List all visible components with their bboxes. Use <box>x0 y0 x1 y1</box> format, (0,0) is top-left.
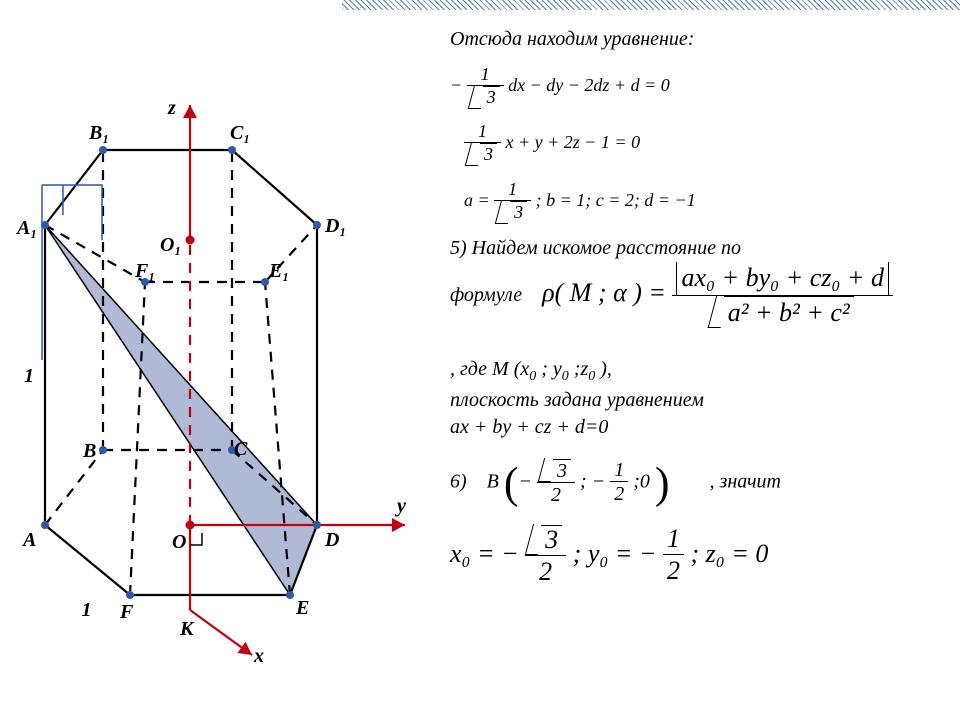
step6: 6) B (− 3 2 ; − 1 2 ;0 ) , значит <box>450 459 950 507</box>
label-К: К <box>180 618 194 641</box>
label-E: E <box>296 597 309 620</box>
frac-1-root3-b: 1 3 <box>464 122 501 165</box>
plane-given: плоскость задана уравнением <box>450 389 950 412</box>
rho-formula: ρ( M ; α ) = ax₀ + by₀ + cz₀ + d a² + b²… <box>542 278 893 307</box>
final-coords: x₀ = − 3 2 ; y₀ = − 1 2 ; z₀ = 0 <box>450 525 950 587</box>
label-D₁: D₁ <box>325 215 346 238</box>
label-1: 1 <box>82 599 92 622</box>
eq2: 1 3 x + y + 2z − 1 = 0 <box>464 122 950 165</box>
label-z: z <box>168 97 176 120</box>
den-root3: 3 <box>467 86 504 109</box>
heading-1: Отсюда находим уравнение: <box>450 28 950 51</box>
math-column: Отсюда находим уравнение: − 1 3 dx − dy … <box>450 28 950 601</box>
label-D: D <box>325 529 339 552</box>
step5-line2: формуле ρ( M ; α ) = ax₀ + by₀ + cz₀ + d… <box>450 262 950 328</box>
where-M: , где M (x0 ; y0 ;z0 ), <box>450 358 950 385</box>
label-y: y <box>397 495 406 518</box>
label-C: C <box>234 438 247 461</box>
label-B: B <box>83 440 96 463</box>
hex-prism-diagram <box>10 50 440 670</box>
frac-1-root3: 1 3 <box>467 65 504 108</box>
label-A₁: A₁ <box>17 217 37 240</box>
plane-eq: ax + by + cz + d=0 <box>450 416 950 439</box>
label-C₁: C₁ <box>230 122 250 145</box>
eq1-rest: dx − dy − 2dz + d = 0 <box>508 75 670 95</box>
label-F₁: F₁ <box>135 260 155 283</box>
label-E₁: E₁ <box>269 260 289 283</box>
label-x: x <box>254 645 264 668</box>
label-O: O <box>172 531 186 554</box>
label-F: F <box>120 601 133 624</box>
hatch-band <box>342 0 960 10</box>
label-O₁: O₁ <box>160 234 181 257</box>
step5-line1: 5) Найдем искомое расстояние по <box>450 237 950 260</box>
frac-1-root3-c: 1 3 <box>494 180 531 223</box>
eq3: a = 1 3 ; b = 1; c = 2; d = −1 <box>464 180 950 223</box>
minus: − <box>450 75 462 95</box>
eq1: − 1 3 dx − dy − 2dz + d = 0 <box>450 65 950 108</box>
num-1: 1 <box>467 65 504 86</box>
label-B₁: B₁ <box>89 122 109 145</box>
diagram-svg <box>10 50 440 670</box>
label-1: 1 <box>24 365 34 388</box>
label-A: A <box>23 529 36 552</box>
